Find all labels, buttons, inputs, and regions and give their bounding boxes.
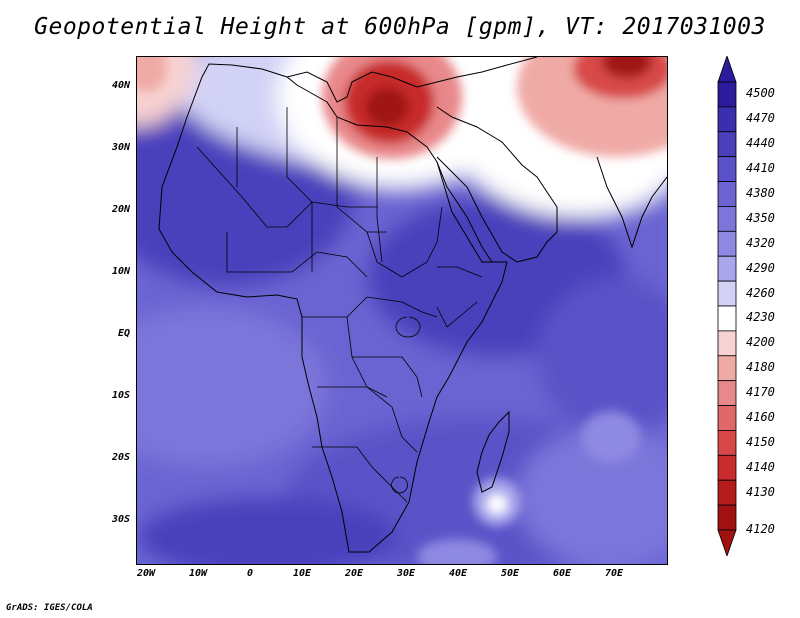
lon-label-70e: 70E (604, 568, 624, 579)
colorbar-box (717, 355, 737, 382)
lon-label-20w: 20W (136, 568, 156, 579)
lat-label-20s: 20S (111, 452, 130, 463)
colorbar-label: 4230 (746, 310, 775, 325)
colorbar-label: 4290 (746, 260, 775, 275)
colorbar-label: 4180 (746, 360, 775, 375)
colorbar-label: 4440 (746, 136, 775, 151)
india-coastline (596, 156, 667, 249)
height-extrema (137, 57, 667, 564)
colorbar-label: 4260 (746, 285, 775, 300)
lat-label-20n: 20N (111, 204, 130, 215)
colorbar-label: 4140 (746, 459, 775, 474)
colorbar-box (717, 131, 737, 158)
colorbar-box (717, 430, 737, 456)
colorbar-label: 4320 (746, 235, 775, 250)
lon-label-20e: 20E (344, 568, 364, 579)
colorbar-label: 4160 (746, 410, 775, 424)
colorbar-box (717, 156, 737, 182)
colorbar-label: 4350 (746, 210, 775, 225)
colorbar-box (717, 280, 737, 307)
colorbar-box (717, 305, 737, 332)
lake-victoria (395, 316, 421, 338)
lat-label-30n: 30N (111, 142, 130, 153)
lon-label-10e: 10E (292, 568, 312, 579)
lat-label-40n: 40N (111, 80, 130, 91)
colorbar-box (717, 380, 737, 406)
colorbar-label: 4130 (746, 484, 775, 499)
colorbar-box (717, 454, 737, 481)
colorbar-label: 4470 (746, 111, 775, 126)
lon-label-60e: 60E (552, 568, 572, 579)
lat-label-10n: 10N (111, 266, 130, 277)
colorbar-label: 4170 (746, 385, 775, 400)
arabia-coastline (436, 106, 558, 263)
colorbar-box (717, 181, 737, 207)
madagascar-coastline (476, 410, 510, 493)
colorbar-box (717, 479, 737, 506)
lat-label-10s: 10S (111, 390, 130, 401)
lon-label-30e: 30E (396, 568, 416, 579)
colorbar-box (717, 330, 737, 357)
colorbar-label: 4120 (746, 522, 775, 536)
coastlines (158, 57, 667, 553)
colorbar-label: 4410 (746, 161, 775, 176)
colorbar-box (717, 81, 737, 108)
colorbar-box (717, 106, 737, 133)
red-sea (436, 161, 493, 263)
africa-coastline (158, 63, 508, 553)
colorbar-bottom-arrow (717, 529, 737, 556)
colorbar-label: 4150 (746, 434, 775, 449)
lon-label-0: 0 (246, 568, 254, 579)
lon-label-40e: 40E (448, 568, 468, 579)
grads-credit: GrADS: IGES/COLA (6, 603, 93, 613)
country-borders (196, 107, 483, 503)
colorbar-label: 4500 (746, 86, 775, 101)
europe-coastline (286, 57, 538, 103)
lat-label-eq: EQ (117, 328, 130, 339)
lesotho-border (391, 476, 408, 494)
map-panel (136, 56, 668, 565)
geopotential-map (137, 57, 667, 564)
lon-label-50e: 50E (500, 568, 520, 579)
colorbar-label: 4200 (746, 335, 775, 350)
colorbar-box (717, 255, 737, 282)
colorbar-box (717, 405, 737, 431)
colorbar-box (717, 504, 737, 531)
colorbar-label: 4380 (746, 186, 775, 200)
chart-title: Geopotential Height at 600hPa [gpm], VT:… (34, 14, 766, 40)
lat-label-30s: 30S (111, 514, 130, 525)
colorbar-box (717, 206, 737, 232)
lon-label-10w: 10W (188, 568, 208, 579)
colorbar-box (717, 230, 737, 257)
colorbar (717, 56, 737, 556)
colorbar-top-arrow (717, 56, 737, 83)
